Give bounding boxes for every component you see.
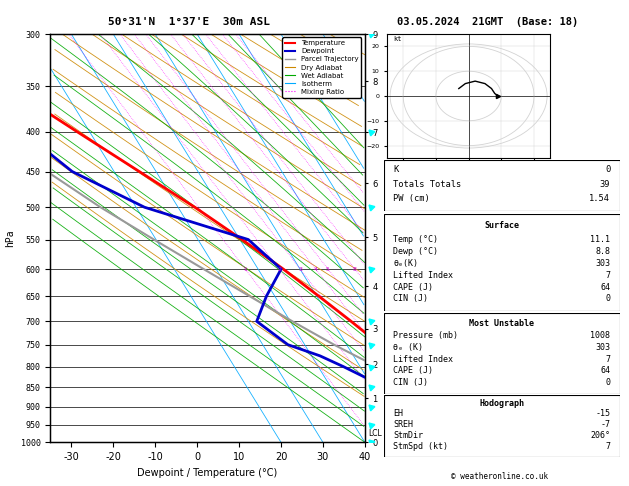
Text: Surface: Surface [484,221,519,230]
Text: 4: 4 [314,266,318,272]
Text: 7: 7 [605,354,610,364]
Text: Dewp (°C): Dewp (°C) [393,247,438,256]
Y-axis label: hPa: hPa [5,229,15,247]
Text: 0: 0 [605,295,610,303]
Text: θₑ (K): θₑ (K) [393,343,423,352]
Text: EH: EH [393,409,403,417]
Text: StmDir: StmDir [393,431,423,440]
Text: 7: 7 [605,442,610,451]
Text: 206°: 206° [590,431,610,440]
Text: Lifted Index: Lifted Index [393,271,453,280]
Text: Totals Totals: Totals Totals [393,180,462,189]
Text: 50°31'N  1°37'E  30m ASL: 50°31'N 1°37'E 30m ASL [108,17,270,27]
Text: StmSpd (kt): StmSpd (kt) [393,442,448,451]
Text: 8: 8 [353,266,357,272]
Text: 1008: 1008 [590,331,610,340]
Y-axis label: km
ASL: km ASL [387,228,402,248]
Text: 03.05.2024  21GMT  (Base: 18): 03.05.2024 21GMT (Base: 18) [397,17,578,27]
Text: 39: 39 [599,180,610,189]
Text: θₑ(K): θₑ(K) [393,259,418,268]
FancyBboxPatch shape [384,395,620,457]
FancyBboxPatch shape [384,214,620,311]
Text: 7: 7 [605,271,610,280]
FancyBboxPatch shape [384,313,620,394]
Text: 64: 64 [600,366,610,375]
Text: 3: 3 [298,266,302,272]
Text: Temp (°C): Temp (°C) [393,235,438,244]
X-axis label: Dewpoint / Temperature (°C): Dewpoint / Temperature (°C) [138,468,277,478]
Text: 11.1: 11.1 [590,235,610,244]
Text: SREH: SREH [393,420,413,429]
Text: kt: kt [393,36,402,42]
Text: 64: 64 [600,282,610,292]
Text: Lifted Index: Lifted Index [393,354,453,364]
Text: Hodograph: Hodograph [479,399,524,408]
Text: PW (cm): PW (cm) [393,194,430,204]
Text: 1.54: 1.54 [589,194,610,204]
Text: CAPE (J): CAPE (J) [393,366,433,375]
Text: -7: -7 [600,420,610,429]
Text: Pressure (mb): Pressure (mb) [393,331,458,340]
Text: CIN (J): CIN (J) [393,295,428,303]
Text: -15: -15 [595,409,610,417]
Text: LCL: LCL [368,429,382,438]
Text: 0: 0 [605,378,610,387]
Text: 303: 303 [595,343,610,352]
Legend: Temperature, Dewpoint, Parcel Trajectory, Dry Adiabat, Wet Adiabat, Isotherm, Mi: Temperature, Dewpoint, Parcel Trajectory… [282,37,361,98]
Text: CIN (J): CIN (J) [393,378,428,387]
Text: Most Unstable: Most Unstable [469,319,534,328]
Text: 303: 303 [595,259,610,268]
Text: 8.8: 8.8 [595,247,610,256]
FancyBboxPatch shape [384,160,620,211]
Text: 1: 1 [243,266,247,272]
Text: © weatheronline.co.uk: © weatheronline.co.uk [452,472,548,481]
Text: CAPE (J): CAPE (J) [393,282,433,292]
Text: 0: 0 [605,166,610,174]
Text: 5: 5 [326,266,330,272]
Text: 2: 2 [277,266,281,272]
Text: K: K [393,166,398,174]
